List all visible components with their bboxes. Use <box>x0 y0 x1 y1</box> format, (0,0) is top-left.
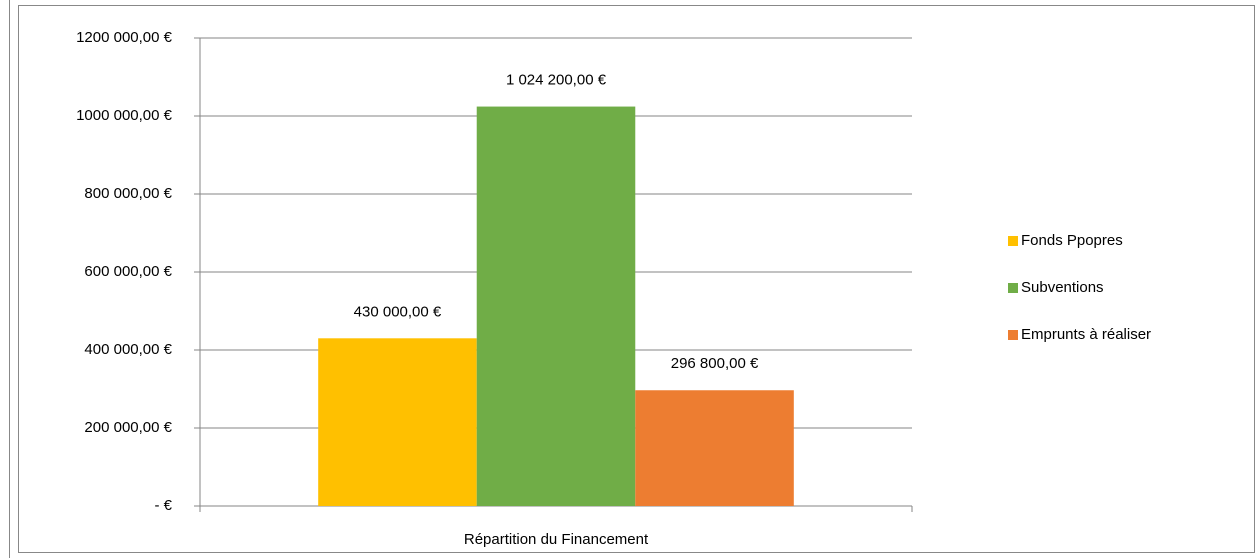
legend-swatch <box>1008 330 1018 340</box>
legend-swatch <box>1008 283 1018 293</box>
legend-label: Fonds Ppopres <box>1021 232 1123 249</box>
legend-label: Emprunts à réaliser <box>1021 326 1151 343</box>
bar <box>318 338 477 506</box>
x-tick-label: Répartition du Financement <box>464 531 649 548</box>
y-tick-label: 1000 000,00 € <box>76 107 173 124</box>
legend-swatch <box>1008 236 1018 246</box>
y-tick-label: 600 000,00 € <box>84 263 172 280</box>
bar <box>635 390 794 506</box>
value-label: 430 000,00 € <box>354 303 442 320</box>
y-tick-label: 200 000,00 € <box>84 419 172 436</box>
bar <box>476 106 636 506</box>
value-label: 1 024 200,00 € <box>506 72 607 89</box>
legend-label: Subventions <box>1021 279 1104 296</box>
y-tick-label: 400 000,00 € <box>84 341 172 358</box>
chart-frame <box>18 5 1255 553</box>
y-tick-label: 1200 000,00 € <box>76 29 173 46</box>
value-label: 296 800,00 € <box>671 355 759 372</box>
y-tick-label: - € <box>154 497 172 514</box>
y-tick-label: 800 000,00 € <box>84 185 172 202</box>
